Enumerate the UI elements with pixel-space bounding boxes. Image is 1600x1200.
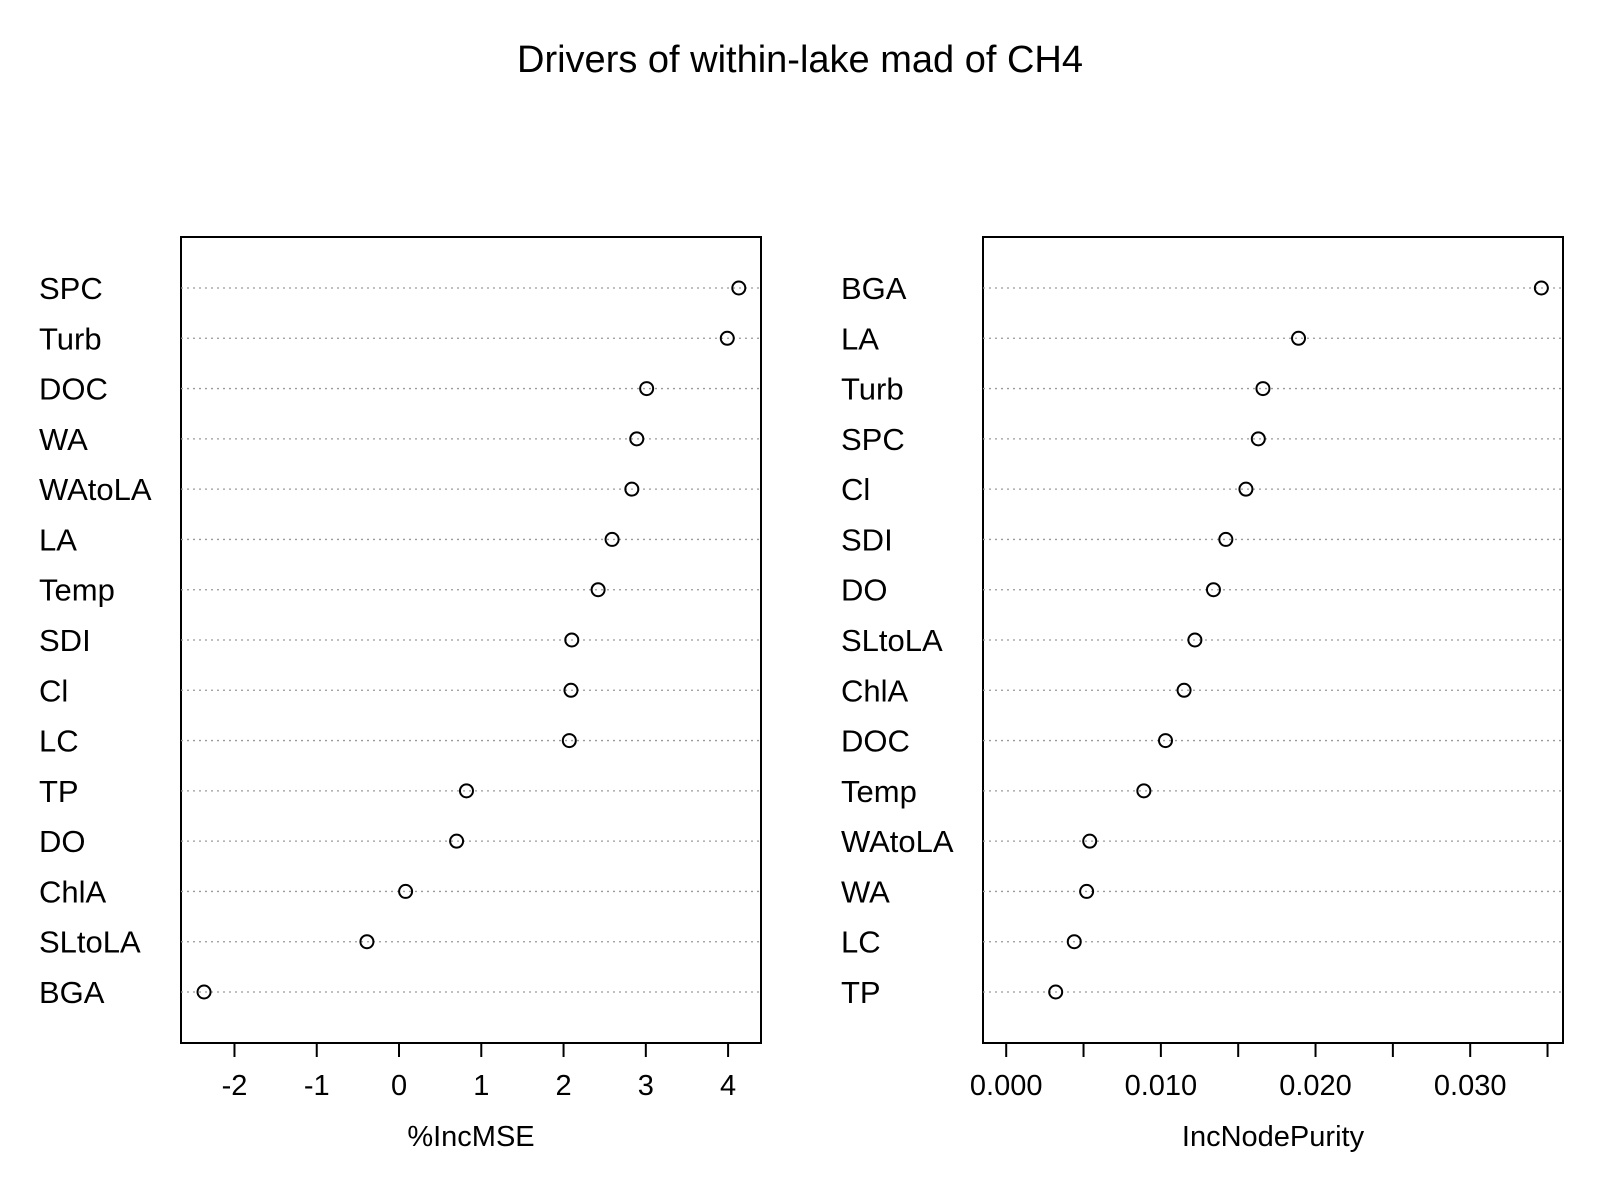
data-point bbox=[1136, 783, 1152, 799]
data-point bbox=[719, 330, 735, 346]
data-point bbox=[398, 883, 414, 899]
row-label: TP bbox=[841, 975, 881, 1010]
data-point bbox=[359, 934, 375, 950]
row-label: BGA bbox=[39, 975, 105, 1010]
row-label: Cl bbox=[841, 472, 870, 507]
row-label: BGA bbox=[841, 271, 907, 306]
data-point bbox=[731, 280, 747, 296]
row-label: WA bbox=[841, 874, 890, 909]
x-tick-label: -1 bbox=[304, 1070, 330, 1102]
data-point bbox=[1079, 883, 1095, 899]
data-point bbox=[590, 582, 606, 598]
data-point bbox=[449, 833, 465, 849]
row-label: LC bbox=[39, 724, 79, 759]
row-label: LA bbox=[39, 522, 77, 557]
data-point bbox=[564, 632, 580, 648]
x-tick-label: 0.030 bbox=[1434, 1070, 1507, 1102]
data-point bbox=[1238, 481, 1254, 497]
row-label: TP bbox=[39, 774, 79, 809]
row-label: Temp bbox=[841, 774, 917, 809]
data-point bbox=[1187, 632, 1203, 648]
right-panel: BGA LA Turb SPC Cl SDI DO SLtoLA ChlA DOC Temp WAto… bbox=[841, 236, 1564, 1153]
left-panel: SPC Turb DOC WA WAtoLA LA Temp SDI Cl LC TP DO ChlA S… bbox=[39, 236, 762, 1153]
x-tick-label: 0.020 bbox=[1279, 1070, 1352, 1102]
x-tick-label: -2 bbox=[222, 1070, 248, 1102]
data-point bbox=[561, 733, 577, 749]
data-point bbox=[624, 481, 640, 497]
row-label: Turb bbox=[39, 321, 102, 356]
row-label: SPC bbox=[841, 422, 905, 457]
row-label: SLtoLA bbox=[841, 623, 943, 658]
row-label: ChlA bbox=[39, 874, 107, 909]
panels: SPC Turb DOC WA WAtoLA LA Temp SDI Cl LC TP DO ChlA S… bbox=[39, 236, 1564, 1153]
data-point bbox=[1291, 330, 1307, 346]
data-point bbox=[639, 381, 655, 397]
x-axis-label: IncNodePurity bbox=[1182, 1121, 1365, 1153]
data-point bbox=[1255, 381, 1271, 397]
data-point bbox=[629, 431, 645, 447]
data-point bbox=[1048, 984, 1064, 1000]
row-label: Temp bbox=[39, 573, 115, 608]
x-tick-label: 1 bbox=[473, 1070, 489, 1102]
x-tick-label: 0.010 bbox=[1125, 1070, 1198, 1102]
row-label: DO bbox=[39, 824, 86, 859]
row-label: SLtoLA bbox=[39, 925, 141, 960]
row-label: DOC bbox=[841, 724, 910, 759]
x-tick-label: 0.000 bbox=[970, 1070, 1043, 1102]
row-label: DOC bbox=[39, 372, 108, 407]
data-point bbox=[1250, 431, 1266, 447]
data-point bbox=[1205, 582, 1221, 598]
data-point bbox=[458, 783, 474, 799]
data-point bbox=[1066, 934, 1082, 950]
row-label: LA bbox=[841, 321, 879, 356]
data-point bbox=[1176, 682, 1192, 698]
row-label: Turb bbox=[841, 372, 904, 407]
x-tick-label: 2 bbox=[555, 1070, 571, 1102]
x-tick-label: 0 bbox=[391, 1070, 407, 1102]
chart-title: Drivers of within-lake mad of CH4 bbox=[517, 39, 1083, 81]
row-label: DO bbox=[841, 573, 888, 608]
data-point bbox=[1218, 531, 1234, 547]
row-label: WAtoLA bbox=[39, 472, 152, 507]
x-tick-label: 3 bbox=[638, 1070, 654, 1102]
row-label: LC bbox=[841, 925, 881, 960]
row-label: SDI bbox=[39, 623, 91, 658]
data-point bbox=[563, 682, 579, 698]
x-axis-label: %IncMSE bbox=[407, 1121, 534, 1153]
data-point bbox=[1533, 280, 1549, 296]
row-label: SDI bbox=[841, 522, 893, 557]
row-label: WAtoLA bbox=[841, 824, 954, 859]
data-point bbox=[604, 531, 620, 547]
data-point bbox=[1082, 833, 1098, 849]
row-label: Cl bbox=[39, 673, 68, 708]
data-point bbox=[1158, 733, 1174, 749]
row-label: SPC bbox=[39, 271, 103, 306]
data-point bbox=[196, 984, 212, 1000]
row-label: ChlA bbox=[841, 673, 909, 708]
row-label: WA bbox=[39, 422, 88, 457]
x-tick-label: 4 bbox=[720, 1070, 736, 1102]
